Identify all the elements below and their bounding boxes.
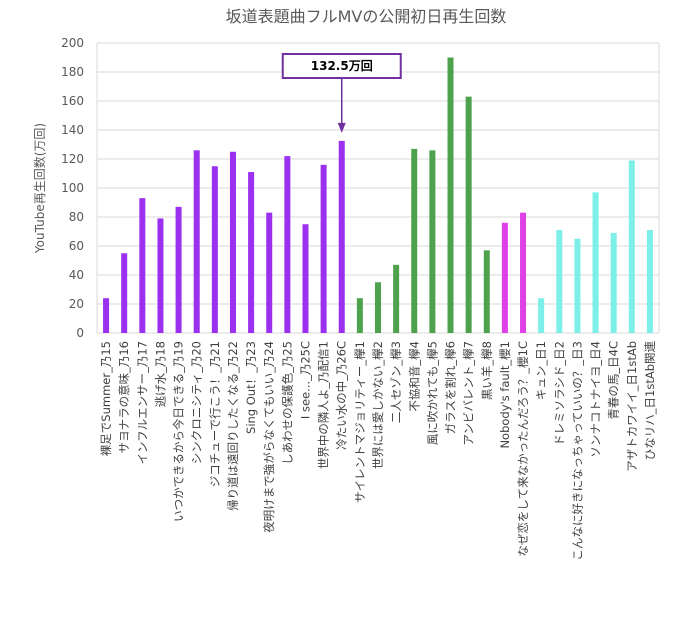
- y-tick-label: 60: [69, 239, 84, 253]
- category-label: 青春の馬_日4C: [607, 341, 621, 420]
- callout-arrow-head: [337, 122, 346, 133]
- y-tick-label: 20: [69, 297, 84, 311]
- category-label: Nobody's fault_櫻1: [498, 341, 512, 449]
- bar-29: [610, 232, 617, 333]
- y-axis-label: YouTube再生回数(万回): [32, 123, 47, 254]
- bar-20: [447, 57, 454, 333]
- category-label: インフルエンサー_乃17: [135, 341, 149, 465]
- category-label: ドレミソラシド_日2: [552, 341, 566, 446]
- bar-17: [393, 264, 400, 333]
- bar-8: [229, 151, 236, 333]
- callout-label: 132.5万回: [311, 59, 373, 73]
- bar-12: [302, 224, 309, 333]
- category-label: なぜ恋をして来なかったんだろう？_櫻1C: [516, 341, 530, 557]
- bar-4: [157, 218, 164, 333]
- category-label: サイレントマジョリティー_欅1: [353, 341, 367, 503]
- category-label: 冷たい水の中_乃26C: [335, 341, 349, 450]
- category-label: 世界には愛しかない_欅2: [371, 341, 385, 469]
- bar-19: [429, 150, 436, 333]
- bar-13: [320, 164, 327, 333]
- bar-3: [139, 198, 146, 333]
- y-tick-label: 0: [76, 326, 84, 340]
- category-label: キュン_日1: [534, 341, 548, 400]
- bar-16: [375, 282, 381, 333]
- bar-11: [284, 156, 291, 333]
- y-tick-label: 140: [61, 123, 84, 137]
- bar-6: [193, 150, 200, 333]
- bar-27: [574, 238, 581, 333]
- y-tick-label: 80: [69, 210, 84, 224]
- bar-1: [103, 298, 110, 333]
- bar-2: [121, 253, 128, 333]
- bar-14: [338, 140, 345, 333]
- bar-18: [411, 148, 418, 333]
- y-tick-label: 160: [61, 94, 84, 108]
- category-label: 黒い羊_欅8: [480, 341, 494, 400]
- callout-annotation: 132.5万回: [281, 53, 402, 133]
- y-tick-label: 200: [61, 36, 84, 50]
- category-label: 世界中の隣人よ_乃配信1: [317, 341, 331, 469]
- bar-25: [538, 298, 545, 333]
- y-axis-ticks: 0 20 40 60 80 100 120 140 160 180 200: [61, 36, 84, 340]
- category-label: 不協和音_欅4: [407, 341, 421, 412]
- category-label: ジコチューで行こう！_乃21: [208, 341, 222, 487]
- category-label: 逃げ水_乃18: [153, 341, 167, 407]
- bar-10: [266, 212, 273, 333]
- category-label: アザトカワイイ_日1stAb: [625, 341, 639, 472]
- category-label: しあわせの保護色_乃25: [280, 341, 294, 465]
- category-label: 帰り道は遠回りしたくなる_乃22: [226, 341, 240, 511]
- bar-26: [556, 230, 563, 333]
- category-label: 夜明けまで強がらなくてもいい_乃24: [262, 341, 276, 533]
- bar-31: [646, 230, 653, 333]
- bar-15: [356, 298, 363, 333]
- category-label: ソンナコトナイヨ_日4: [589, 341, 603, 458]
- y-tick-label: 40: [69, 268, 84, 282]
- callout-box: [281, 53, 402, 79]
- category-label: サヨナラの意味_乃16: [117, 341, 131, 453]
- bar-9: [248, 172, 255, 333]
- gridlines: [96, 42, 660, 334]
- category-label: ひなリハ_日1stAb関連: [643, 341, 657, 461]
- category-labels: 裸足でSummer_乃15 サヨナラの意味_乃16 インフルエンサー_乃17 逃げ水_…: [99, 341, 657, 561]
- category-label: 裸足でSummer_乃15: [99, 341, 113, 456]
- chart-title: 坂道表題曲フルMVの公開初日再生回数: [226, 7, 507, 26]
- bar-23: [501, 222, 508, 333]
- category-label: 二人セゾン_欅3: [389, 341, 403, 423]
- category-label: こんなに好きになっちゃっていいの？_日3: [570, 341, 584, 561]
- category-label: Sing Out！_乃23: [244, 341, 258, 434]
- bar-24: [520, 212, 527, 333]
- bar-21: [465, 96, 472, 334]
- bar-30: [628, 160, 635, 333]
- category-label: 風に吹かれても_欅5: [425, 341, 439, 445]
- bar-7: [211, 166, 218, 333]
- category-label: シンクロニシティ_乃20: [190, 341, 204, 464]
- category-label: いつかできるから今日できる_乃19: [172, 341, 186, 522]
- y-tick-label: 120: [61, 152, 84, 166]
- category-label: ガラスを割れ_欅6: [444, 341, 458, 434]
- y-tick-label: 100: [61, 181, 84, 195]
- category-label: アンビバレント_欅7: [462, 341, 476, 446]
- bar-28: [592, 192, 599, 333]
- bar-22: [483, 250, 490, 333]
- category-label: I see..._乃25C: [298, 341, 312, 419]
- bars: [103, 57, 653, 334]
- y-tick-label: 180: [61, 65, 84, 79]
- bar-5: [175, 206, 182, 333]
